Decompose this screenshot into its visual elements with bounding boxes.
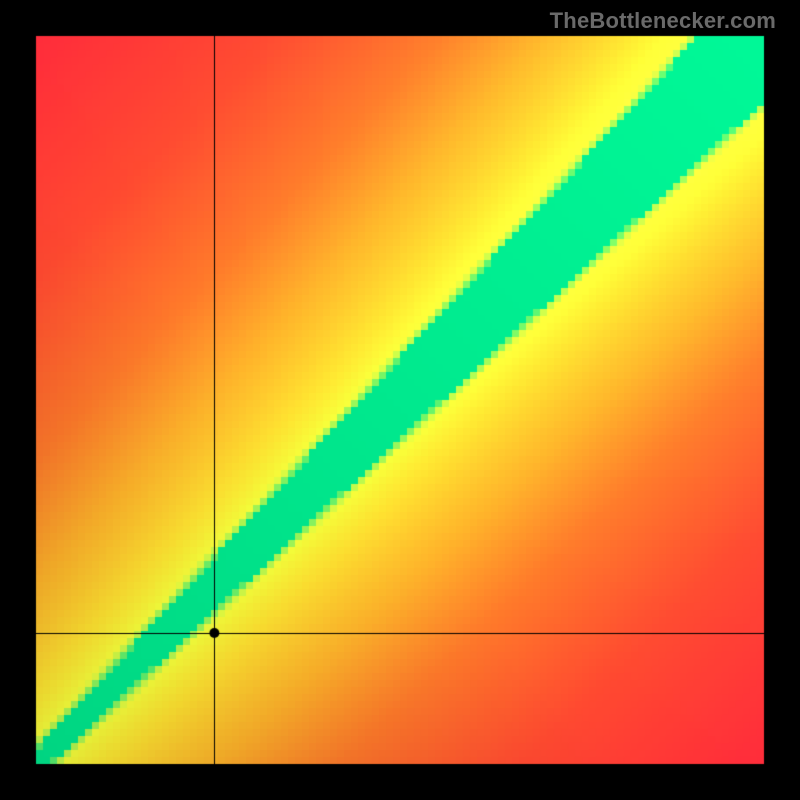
watermark-text: TheBottlenecker.com [550,8,776,34]
chart-container: TheBottlenecker.com [0,0,800,800]
bottleneck-heatmap-canvas [0,0,800,800]
